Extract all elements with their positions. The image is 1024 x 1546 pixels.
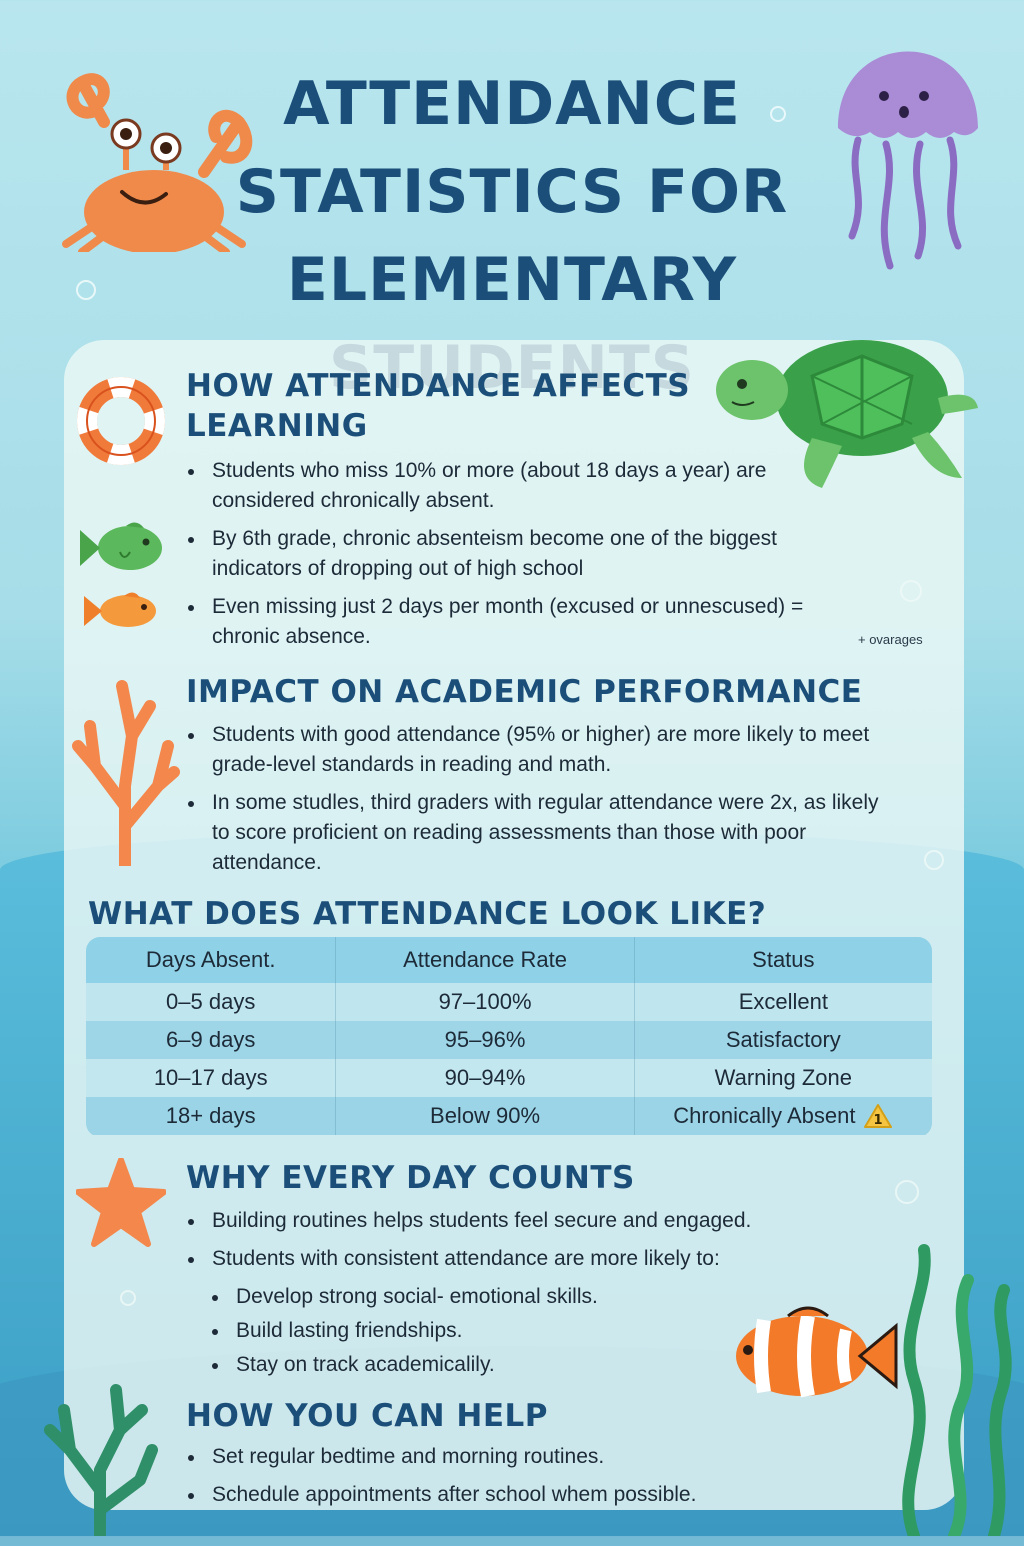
crab-icon	[62, 73, 253, 252]
section-heading: IMPACT ON ACADEMIC PERFORMANCE	[186, 674, 863, 710]
list-item: Stay on track academicalily.	[210, 1350, 710, 1380]
green-fish-icon	[80, 522, 162, 570]
table-row: 18+ days Below 90% Chronically Absent 1	[86, 1097, 932, 1135]
column-header: Attendance Rate	[336, 937, 635, 983]
list-item: Even missing just 2 days per month (excu…	[186, 592, 866, 652]
table-cell: 97–100%	[336, 983, 635, 1021]
list-item: Students with consistent attendance are …	[186, 1244, 866, 1274]
list-item: Students with good attendance (95% or hi…	[186, 720, 886, 780]
sea-turtle-icon	[716, 340, 978, 488]
table-cell: Excellent	[738, 989, 828, 1014]
footnote: + ovarages	[858, 632, 923, 647]
starfish-icon	[76, 1158, 166, 1247]
table-cell: 10–17 days	[86, 1059, 337, 1097]
table-cell: 18+ days	[86, 1097, 337, 1135]
table-header-row: Days Absent. Attendance Rate Status	[86, 937, 932, 983]
table-row: 6–9 days 95–96% Satisfactory	[86, 1021, 932, 1059]
help-bullets: Set regular bedtime and morning routines…	[186, 1442, 866, 1518]
every-day-bullets: Building routines helps students feel se…	[186, 1206, 866, 1282]
table-cell: 95–96%	[336, 1021, 635, 1059]
section-heading: HOW YOU CAN HELP	[186, 1398, 549, 1434]
orange-fish-icon	[84, 592, 156, 627]
every-day-sub-bullets: Develop strong social- emotional skills.…	[210, 1282, 710, 1384]
seaweed-icon	[44, 1384, 158, 1536]
warning-icon: 1	[864, 1104, 893, 1128]
list-item: Build lasting friendships.	[210, 1316, 710, 1346]
table-row: 10–17 days 90–94% Warning Zone	[86, 1059, 932, 1097]
bubble-decoration	[76, 280, 96, 300]
table-cell: 90–94%	[336, 1059, 635, 1097]
list-item: Schedule appointments after school whem …	[186, 1480, 866, 1510]
attendance-table: Days Absent. Attendance Rate Status 0–5 …	[86, 937, 932, 1137]
table-row: 0–5 days 97–100% Excellent	[86, 983, 932, 1021]
table-cell: 6–9 days	[86, 1021, 337, 1059]
warning-badge-text: 1	[874, 1113, 883, 1128]
seaweed-icon	[902, 1244, 1012, 1536]
learning-bullets: Students who miss 10% or more (about 18 …	[186, 456, 866, 660]
list-item: Set regular bedtime and morning routines…	[186, 1442, 866, 1472]
section-heading: WHY EVERY DAY COUNTS	[186, 1160, 635, 1196]
list-item: By 6th grade, chronic absenteism become …	[186, 524, 866, 584]
section-heading: WHAT DOES ATTENDANCE LOOK LIKE?	[88, 896, 767, 932]
column-header: Status	[752, 947, 815, 972]
table-cell: Warning Zone	[714, 1065, 853, 1090]
list-item: Develop strong social- emotional skills.	[210, 1282, 710, 1312]
list-item: In some studles, third graders with regu…	[186, 788, 886, 878]
jellyfish-icon	[838, 51, 978, 270]
list-item: Students who miss 10% or more (about 18 …	[186, 456, 866, 516]
status-text: Chronically Absent	[673, 1103, 856, 1128]
table-cell: Satisfactory	[725, 1027, 841, 1052]
coral-icon	[72, 680, 180, 866]
clownfish-icon	[736, 1306, 898, 1398]
table-cell: 0–5 days	[86, 983, 337, 1021]
table-cell: Chronically Absent 1	[635, 1097, 932, 1135]
table-cell: Below 90%	[336, 1097, 635, 1135]
section-heading: HOW ATTENDANCE AFFECTS LEARNING	[186, 368, 691, 444]
life-ring-icon	[77, 377, 165, 465]
bubble-decoration	[770, 106, 786, 122]
performance-bullets: Students with good attendance (95% or hi…	[186, 720, 886, 886]
list-item: Building routines helps students feel se…	[186, 1206, 866, 1236]
column-header: Days Absent.	[86, 937, 337, 983]
